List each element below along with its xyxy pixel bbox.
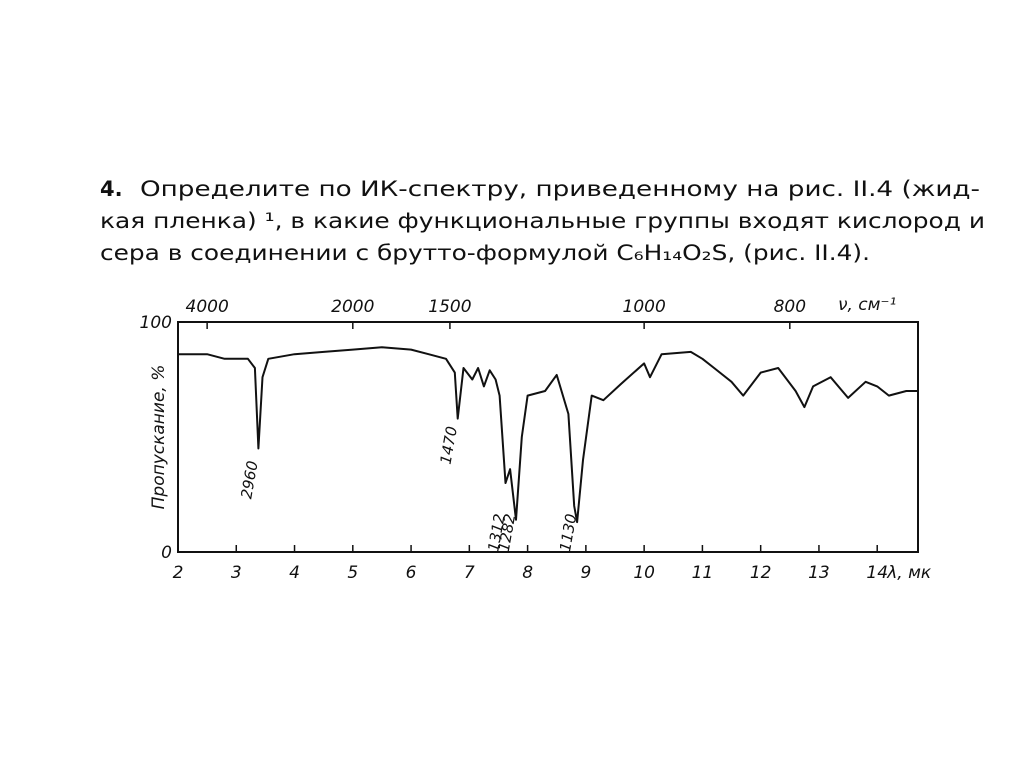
y-tick-label: 0 xyxy=(161,543,172,563)
x-tick-label: 11 xyxy=(692,563,714,583)
peak-label: 2960 xyxy=(237,459,261,500)
problem-number: 4. xyxy=(100,177,123,201)
x2-tick-label: 1500 xyxy=(428,297,471,317)
paragraph-line: Определите по ИК-спектру, приведенному н… xyxy=(140,177,980,201)
spectrum-line xyxy=(178,346,918,524)
peak-label: 1470 xyxy=(437,425,461,466)
x-tick-label: 13 xyxy=(808,563,830,583)
x-tick-label: 10 xyxy=(633,563,655,583)
x-axis-label: λ, мк xyxy=(886,563,932,583)
y-axis-label: Пропускание, % xyxy=(149,365,169,510)
x-tick-label: 9 xyxy=(580,563,591,583)
x2-tick-label: 800 xyxy=(774,297,806,317)
x-tick-label: 3 xyxy=(231,563,242,583)
x-tick-label: 12 xyxy=(750,563,772,583)
x-tick-label: 6 xyxy=(406,563,417,583)
plot-frame xyxy=(177,321,919,553)
x2-tick-label: 2000 xyxy=(331,297,374,317)
paragraph-line: сера в соединении с брутто-формулой C₆H₁… xyxy=(100,241,870,265)
y-tick-label: 100 xyxy=(140,313,172,333)
x2-tick-label: 4000 xyxy=(186,297,229,317)
x-tick-label: 7 xyxy=(464,563,475,583)
x-tick-label: 2 xyxy=(173,563,184,583)
paragraph-line: кая пленка) ¹, в какие функциональные гр… xyxy=(100,209,985,233)
x2-axis-label: ν, см⁻¹ xyxy=(838,295,896,315)
x-tick-label: 4 xyxy=(289,563,300,583)
x-tick-label: 14 xyxy=(866,563,888,583)
x-tick-label: 8 xyxy=(522,563,533,583)
x-tick-label: 5 xyxy=(347,563,358,583)
peak-label: 1130 xyxy=(556,512,580,553)
x2-tick-label: 1000 xyxy=(623,297,666,317)
